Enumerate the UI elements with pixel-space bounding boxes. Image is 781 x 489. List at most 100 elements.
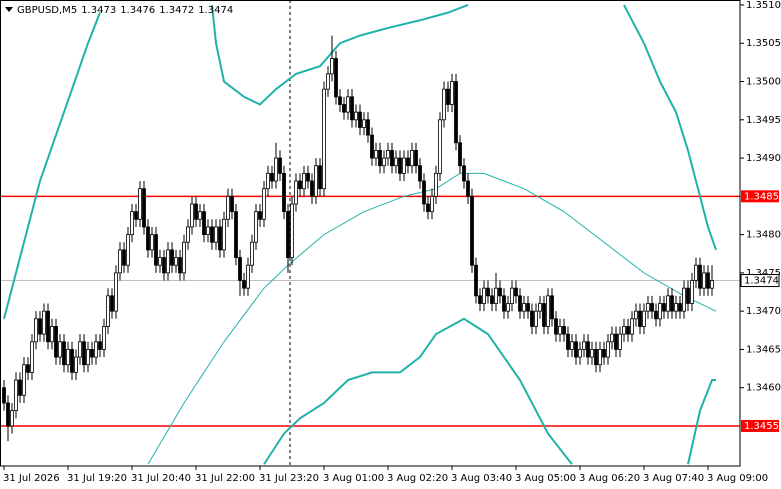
candle-body	[654, 310, 658, 320]
candle-body	[434, 172, 438, 197]
indicator-line	[263, 317, 716, 465]
candle-body	[142, 188, 146, 228]
candle-body	[506, 303, 510, 312]
candle-body	[158, 257, 162, 266]
candle-body	[122, 249, 126, 266]
candle-body	[218, 226, 222, 251]
price-label: 1.3485	[744, 191, 779, 202]
candle-body	[358, 111, 362, 128]
candle-body	[314, 165, 318, 197]
x-tick-label: 3 Aug 03:40	[451, 473, 512, 484]
bid-label-box	[740, 274, 780, 288]
candle-body	[66, 349, 70, 366]
candle-body	[22, 364, 26, 396]
candle-body	[210, 226, 214, 243]
x-tick-label: 3 Aug 02:20	[387, 473, 448, 484]
candle-body	[186, 226, 190, 243]
candle-body	[38, 318, 42, 335]
candle-body	[406, 157, 410, 167]
candle-body	[30, 341, 34, 373]
candle-body	[398, 157, 402, 174]
candle-body	[462, 165, 466, 182]
candle-body	[294, 180, 298, 205]
candle-body	[630, 318, 634, 335]
candle-body	[598, 349, 602, 366]
candle-body	[446, 88, 450, 105]
plot-layer	[0, 4, 740, 465]
candle-body	[490, 295, 494, 304]
candle-body	[414, 150, 418, 167]
candle-body	[530, 310, 534, 327]
price-label: 1.3455	[744, 421, 779, 432]
y-tick-label: 1.3480	[746, 230, 781, 241]
x-tick-label: 31 Jul 2026	[3, 473, 60, 484]
candle-body	[206, 226, 210, 236]
candle-body	[254, 211, 258, 243]
candle-body	[202, 211, 206, 236]
candle-body	[442, 88, 446, 121]
x-tick-label: 31 Jul 22:00	[195, 473, 255, 484]
candle-body	[662, 303, 666, 312]
low: 1.3472	[159, 5, 194, 16]
candle-body	[474, 264, 478, 297]
candle-body	[62, 341, 66, 366]
symbol: GBPUSD,M5	[17, 5, 77, 16]
candle-body	[698, 264, 702, 289]
candle-body	[134, 211, 138, 220]
candle-body	[678, 303, 682, 312]
candle-body	[658, 303, 662, 320]
candle-body	[702, 272, 706, 289]
candle-body	[362, 119, 366, 128]
candle-body	[2, 387, 6, 404]
indicator-line	[3, 4, 717, 320]
candle-body	[310, 180, 314, 197]
candle-body	[518, 295, 522, 312]
candle-body	[390, 150, 394, 167]
candle-body	[166, 249, 170, 274]
axis-layer: 1.3510 1.3505 1.3500 1.3495 1.3490 1.3480 1.34…	[3, 0, 781, 484]
candle-body	[674, 303, 678, 312]
candle-body	[242, 280, 246, 289]
candle-body	[74, 356, 78, 373]
candle-body	[150, 234, 154, 251]
candle-body	[470, 195, 474, 266]
candle-body	[258, 211, 262, 220]
candle-body	[322, 88, 326, 190]
candle-body	[694, 264, 698, 281]
candle-body	[686, 287, 690, 304]
candle-body	[302, 172, 306, 190]
candle-body	[154, 234, 158, 266]
candle-body	[642, 310, 646, 327]
candle-body	[342, 104, 346, 113]
candle-body	[566, 333, 570, 350]
bid-label: 1.3474	[744, 276, 779, 287]
y-tick-label: 1.3460	[746, 383, 781, 394]
candle-body	[82, 341, 86, 366]
candle-body	[274, 157, 278, 182]
candle-body	[182, 241, 186, 274]
candle-body	[418, 165, 422, 182]
candle-body	[450, 81, 454, 105]
candle-body	[54, 326, 58, 358]
candle-body	[454, 81, 458, 144]
candle-body	[430, 195, 434, 213]
y-tick-label: 1.3500	[746, 77, 781, 88]
candle-body	[326, 73, 330, 90]
price-label-box	[741, 190, 779, 203]
candle-body	[522, 303, 526, 312]
candle-body	[194, 203, 198, 220]
candle-body	[174, 257, 178, 266]
candle-body	[70, 349, 74, 373]
candle-body	[626, 326, 630, 335]
y-tick-label: 1.3475	[746, 268, 781, 279]
candle-body	[26, 364, 30, 373]
candle-body	[94, 341, 98, 358]
candle-body	[178, 257, 182, 274]
candle-body	[234, 211, 238, 258]
candle-body	[226, 195, 230, 220]
candle-body	[634, 310, 638, 320]
candle-body	[106, 295, 110, 327]
candle-body	[110, 295, 114, 312]
dropdown-icon[interactable]	[5, 7, 13, 12]
